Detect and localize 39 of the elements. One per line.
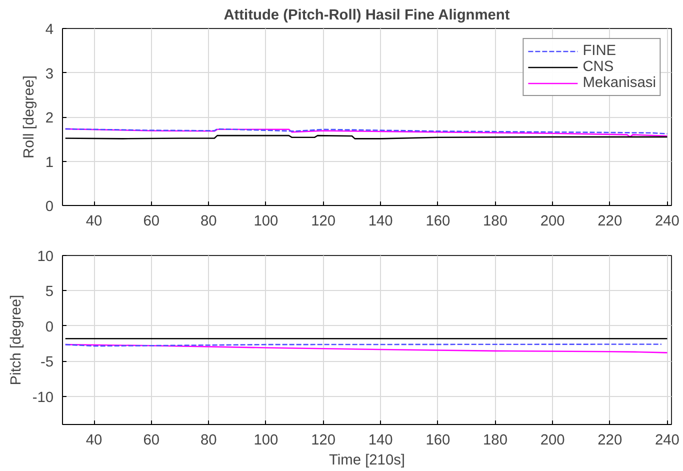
x-tick-label: 120	[311, 214, 336, 230]
x-tick-label: 180	[483, 214, 508, 230]
legend-label: Mekanisasi	[582, 75, 656, 91]
x-tick-label: 160	[426, 214, 450, 230]
y-axis-title: Pitch [degree]	[8, 294, 24, 386]
y-tick-label: 3	[45, 66, 54, 82]
x-tick-label: 160	[426, 432, 450, 448]
y-tick-label: 4	[45, 22, 54, 38]
x-tick-label: 100	[254, 432, 278, 448]
x-tick-label: 80	[200, 432, 217, 448]
y-tick-label: 10	[37, 249, 54, 265]
x-tick-label: 60	[143, 432, 160, 448]
x-tick-label: 180	[483, 432, 508, 448]
x-tick-label: 240	[654, 214, 680, 230]
y-tick-label: -5	[40, 354, 54, 371]
y-tick-label: 1	[45, 154, 54, 171]
legend-label: CNS	[582, 59, 614, 75]
y-tick-label: 0	[45, 199, 54, 215]
x-tick-label: 100	[254, 214, 278, 230]
y-axis-title: Roll [degree]	[21, 75, 38, 159]
x-tick-label: 200	[540, 432, 565, 448]
legend-label: FINE	[582, 43, 616, 59]
x-tick-label: 40	[86, 214, 102, 230]
x-tick-label: 220	[598, 432, 622, 448]
x-tick-label: 240	[654, 432, 680, 448]
y-tick-label: 0	[45, 319, 54, 336]
x-axis-title: Time [210s]	[328, 452, 406, 468]
x-tick-label: 140	[368, 214, 393, 230]
chart-title: Attitude (Pitch-Roll) Hasil Fine Alignment	[224, 8, 510, 24]
y-tick-label: 2	[45, 110, 54, 126]
x-tick-label: 140	[368, 432, 393, 448]
x-tick-label: 40	[86, 432, 102, 448]
y-tick-label: 5	[45, 284, 54, 300]
x-tick-label: 200	[540, 214, 565, 230]
y-tick-label: -10	[32, 390, 54, 406]
x-tick-label: 60	[143, 214, 160, 230]
x-tick-label: 220	[598, 214, 622, 230]
x-tick-label: 120	[311, 432, 336, 448]
x-tick-label: 80	[200, 214, 217, 230]
